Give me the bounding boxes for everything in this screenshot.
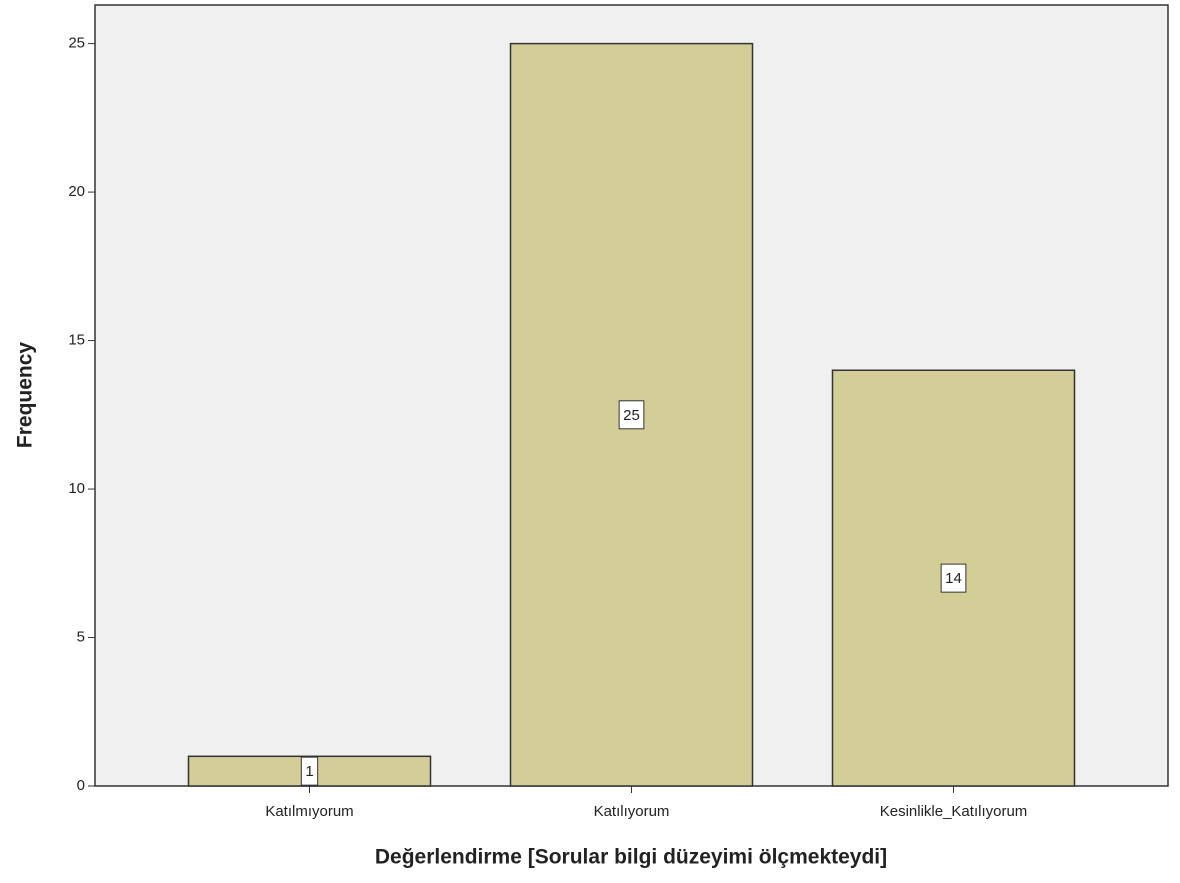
x-axis-title: Değerlendirme [Sorular bilgi düzeyimi öl…	[375, 846, 887, 869]
x-tick-label: Kesinlikle_Katılıyorum	[880, 803, 1028, 820]
y-tick-label: 10	[68, 480, 85, 497]
y-tick-label: 25	[68, 35, 85, 52]
data-label: 25	[623, 407, 640, 424]
x-tick-label: Katılmıyorum	[265, 803, 353, 820]
y-tick-label: 5	[77, 628, 85, 645]
y-tick-label: 15	[68, 332, 85, 349]
data-label: 1	[305, 763, 313, 780]
data-label-box	[300, 756, 319, 786]
data-label-box	[940, 563, 967, 593]
data-label: 14	[945, 570, 962, 587]
y-tick-label: 0	[77, 777, 85, 794]
y-axis-title: Frequency	[14, 342, 37, 449]
data-label-box	[618, 400, 645, 430]
x-tick-label: Katılıyorum	[594, 803, 670, 820]
y-tick-label: 20	[68, 183, 85, 200]
